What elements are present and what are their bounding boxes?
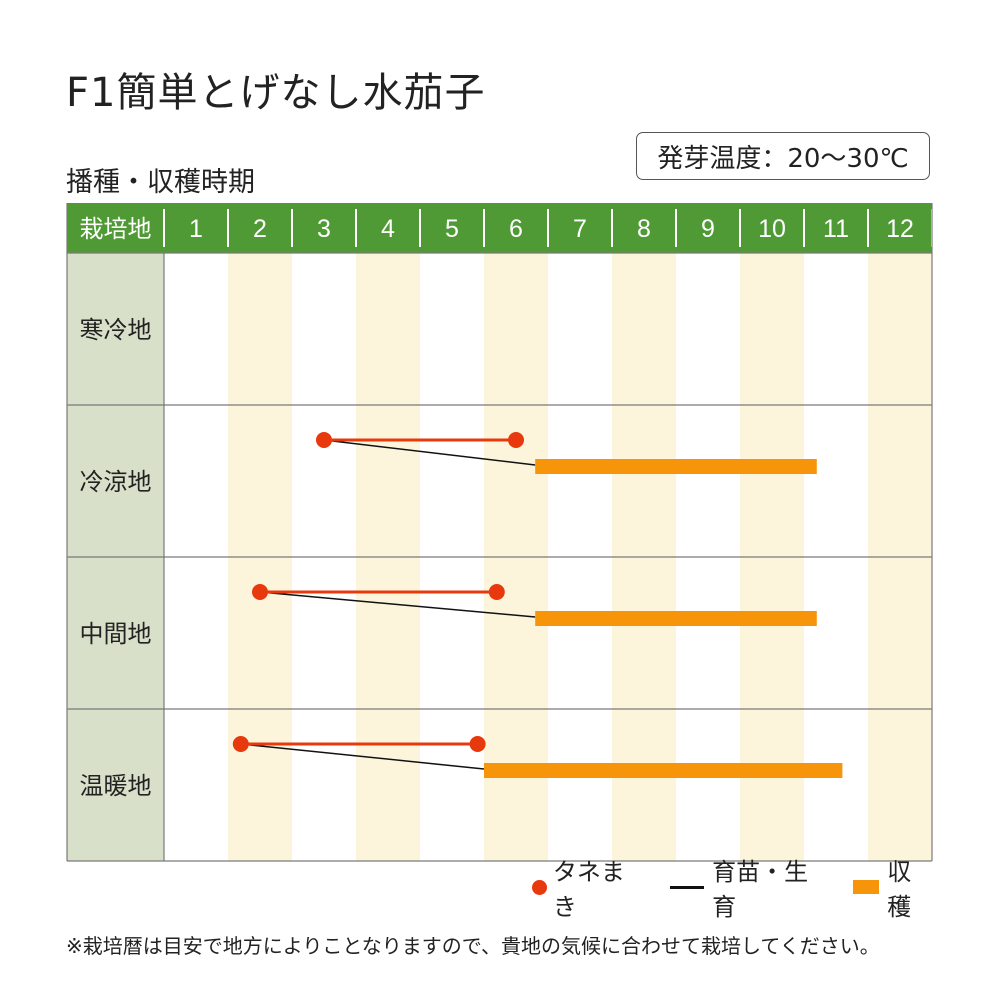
germination-temperature-badge: 発芽温度：20～30℃ [636, 132, 930, 180]
footnote: ※栽培暦は目安で地方によりことなりますので、貴地の気候に合わせて栽培してください… [66, 934, 880, 958]
month-tick-label: 8 [637, 215, 651, 243]
nursery-line-icon [670, 885, 705, 889]
month-tick-label: 1 [189, 215, 203, 243]
legend-item-sowing: タネまき [531, 852, 648, 922]
nursery-line [240, 743, 485, 770]
legend-label-nursery: 育苗・生育 [712, 858, 809, 921]
sowing-end-dot [469, 736, 486, 752]
month-tick-label: 11 [823, 215, 849, 243]
month-tick-label: 10 [758, 215, 786, 243]
row-label-3: 温暖地 [80, 772, 152, 800]
sowing-dot-icon [531, 879, 547, 895]
harvest-bar [535, 459, 817, 474]
chart-header [67, 203, 932, 253]
row-label-1: 冷涼地 [80, 468, 152, 496]
month-tick-label: 6 [509, 215, 523, 243]
month-tick-label: 9 [701, 215, 715, 243]
month-tick-label: 12 [886, 215, 914, 243]
row-label-0: 寒冷地 [80, 316, 152, 344]
sowing-start-dot [232, 736, 249, 752]
month-tick-label: 3 [317, 215, 331, 243]
month-tick-label: 7 [573, 215, 587, 243]
page-title: F1簡単とげなし水茄子 [66, 70, 486, 116]
nursery-line [259, 591, 536, 618]
sowing-start-dot [252, 584, 268, 600]
legend-item-nursery: 育苗・生育 [670, 852, 831, 922]
harvest-bar-icon [853, 880, 880, 894]
harvest-bar [535, 611, 817, 626]
sowing-end-dot [508, 432, 524, 448]
harvest-bar [484, 763, 843, 778]
sowing-end-dot [488, 584, 505, 600]
chart-subtitle: 播種・収穫時期 [66, 167, 255, 198]
chart-legend: タネまき 育苗・生育 収穫 [510, 858, 935, 921]
month-tick-label: 4 [381, 215, 395, 243]
legend-item-harvest: 収穫 [853, 852, 935, 922]
header-label: 栽培地 [80, 215, 152, 243]
legend-label-harvest: 収穫 [887, 858, 912, 921]
row-label-2: 中間地 [80, 620, 152, 648]
legend-label-sowing: タネまき [552, 858, 625, 921]
sowing-start-dot [316, 432, 332, 448]
month-tick-label: 5 [445, 215, 459, 243]
month-tick-label: 2 [253, 215, 267, 243]
nursery-line [323, 439, 536, 466]
